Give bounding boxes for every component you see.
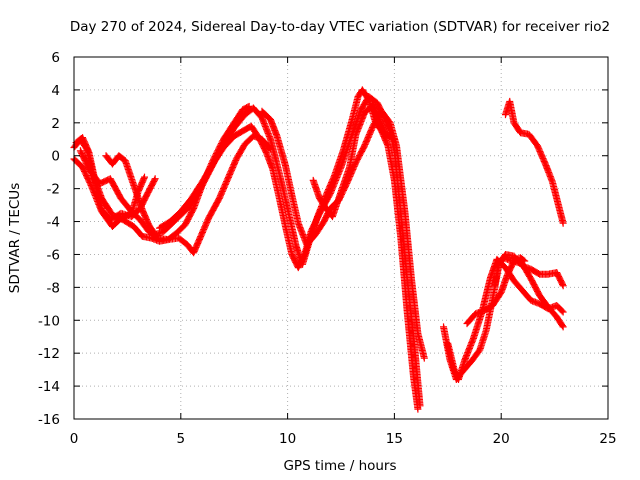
y-tick-label: -10 [38,313,60,329]
y-tick-label: -8 [47,280,60,296]
plot-frame [73,56,609,420]
data-point [389,135,397,143]
y-tick-label: -6 [47,247,60,263]
data-point [521,257,529,265]
y-tick-label: 0 [51,149,60,165]
y-tick-label: -14 [38,379,60,395]
data-point [558,307,566,315]
data-point [140,173,148,181]
data-point [390,135,398,143]
data-series-12 [491,254,529,290]
y-axis-label: SDTVAR / TECUs [7,183,23,293]
data-point [420,354,428,362]
data-point [558,322,566,330]
data-series-9 [440,250,567,384]
data-point [559,219,567,227]
x-tick-label: 5 [177,431,186,447]
data-series-4 [76,132,275,257]
data-point [559,323,567,331]
data-series-11 [463,257,567,331]
data-series-13 [501,97,567,227]
x-axis-label: GPS time / hours [283,458,396,474]
x-tick-label: 15 [386,431,403,447]
x-tick-label: 10 [279,431,296,447]
data-series-5 [102,92,424,410]
data-point [150,176,158,184]
y-tick-label: 6 [51,50,60,66]
plot-area [70,86,567,413]
y-tick-label: -16 [38,412,60,428]
data-point [559,282,567,290]
data-series-6 [155,86,422,413]
x-tick-label: 0 [70,431,79,447]
data-point [414,405,422,413]
y-tick-label: 4 [51,83,60,99]
chart-title: Day 270 of 2024, Sidereal Day-to-day VTE… [70,19,610,35]
y-tick-label: -12 [38,346,60,362]
x-tick-label: 25 [599,431,616,447]
data-series-8 [309,101,398,221]
data-point [151,175,159,183]
y-tick-label: 2 [51,116,60,132]
y-tick-label: -4 [47,215,60,231]
data-point [520,256,528,264]
x-tick-label: 20 [493,431,510,447]
y-tick-label: -2 [47,182,60,198]
data-point [559,308,567,316]
axis-ticks: 0 5 10 15 20 25 -16 -14 -12 -10 -8 -6 -4 -2 0 2 4 6 [38,50,617,447]
data-point [559,280,567,288]
